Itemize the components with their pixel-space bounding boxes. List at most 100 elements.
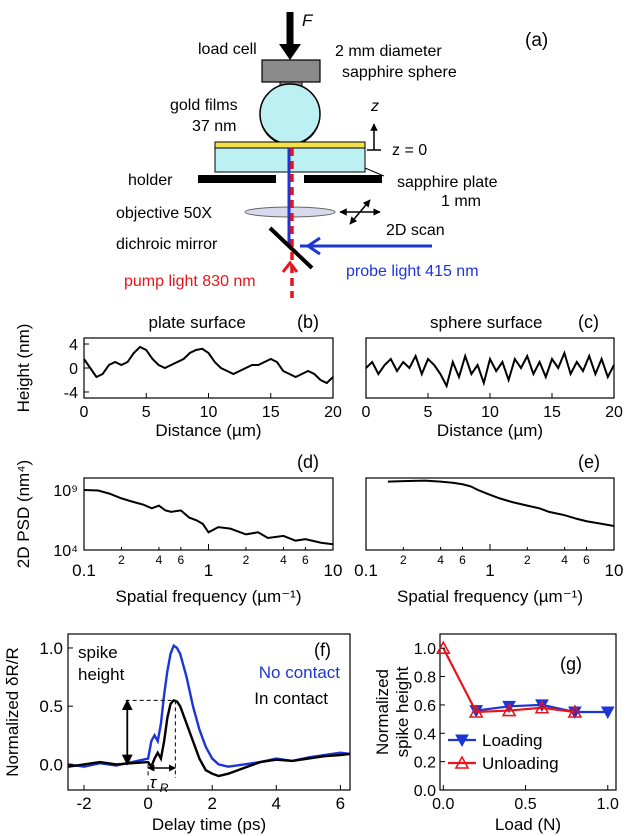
panel-c-profile-line (365, 350, 615, 389)
mirror-label: dichroic mirror (116, 236, 218, 253)
panel-g-legend-loading-marker (455, 734, 469, 748)
panel-g-unloading-marker (501, 702, 517, 717)
panel-b-ytick-label: 4 (69, 337, 78, 354)
panel-g-ytick-label: 0.6 (414, 698, 436, 715)
panel-g-unloading-marker (468, 704, 484, 718)
panel-a-schematic: (a) F load cell 2 mm diameter sapphire s… (116, 11, 548, 298)
panel-c-label: (c) (578, 312, 599, 332)
panel-e-frame (365, 477, 615, 551)
panel-g-xtick-label: 0.5 (514, 796, 536, 813)
pump-beam-arrowhead (281, 260, 299, 273)
panel-b-ytick-label: -4 (64, 385, 78, 402)
scan-label: 2D scan (386, 222, 445, 239)
panel-d-xtick-minor-label: 2 (243, 553, 250, 567)
panel-g-legend-unloading-label: Unloading (482, 754, 559, 773)
panel-b-ylabel: Height (nm) (14, 324, 33, 413)
panel-g-ytick-label: 1.0 (414, 641, 436, 658)
panel-d-xlabel: Spatial frequency (µm⁻¹) (116, 587, 302, 606)
panel-b-ytick-label: 0 (69, 361, 78, 378)
panel-g-xlabel: Load (N) (495, 815, 561, 834)
load-cell-block (261, 59, 321, 83)
panel-f-ytick-label: 0.5 (39, 697, 63, 716)
panel-f-spike-label-line1: spike (78, 643, 118, 662)
panel-c-xtick-label: 5 (424, 404, 433, 421)
panel-g-ylabel-line1: Normalized (373, 669, 392, 755)
panel-f-tau-subscript: R (160, 781, 169, 795)
panel-e-psd-line (387, 479, 615, 527)
panel-g-series-unloading-line (442, 647, 576, 714)
panel-f-ytick-label: 1.0 (39, 639, 63, 658)
plate-label-line1: sapphire plate (397, 174, 498, 191)
panel-e-xtick-minor-label: 2 (524, 553, 531, 567)
panel-g-ylabel-line2: spike height (393, 666, 412, 757)
panel-g-legend-loading-label: Loading (482, 731, 543, 750)
z-axis-label: z (370, 98, 379, 115)
panel-g-label: (g) (560, 654, 582, 674)
load-cell-label: load cell (198, 41, 257, 58)
panel-b-xtick-label: 0 (80, 404, 89, 421)
panel-b-xtick-label: 15 (262, 404, 280, 421)
panel-c-title: sphere surface (430, 313, 542, 332)
force-arrow-head (279, 44, 301, 60)
panel-e-xlabel: Spatial frequency (µm⁻¹) (397, 587, 583, 606)
panel-d-xtick-major-label: 10 (324, 561, 343, 580)
panel-b-frame (83, 337, 334, 399)
panel-d-label: (d) (297, 452, 319, 472)
panel-f-label: (f) (314, 640, 331, 660)
panel-d-ytick-label: 10⁴ (53, 543, 78, 560)
holder-label: holder (128, 172, 173, 189)
panel-f-ylabel: Normalized δR/R (3, 647, 22, 776)
panel-f-tau-label: τ (150, 773, 158, 792)
panel-d-xtick-major-label: 0.1 (72, 561, 96, 580)
panel-d-xtick-minor-label: 4 (156, 553, 163, 567)
panel-g-ytick-label: 0.4 (414, 726, 436, 743)
pump-label: pump light 830 nm (124, 273, 256, 290)
panel-d-ytick-label: 10⁹ (53, 483, 78, 500)
panel-f-series-in-contact-line (67, 698, 351, 778)
panel-e-xtick-minor-label: 4 (437, 553, 444, 567)
gold-label-line2: 37 nm (192, 118, 236, 135)
panel-b-title: plate surface (149, 313, 246, 332)
panel-f-spike-label-line2: height (78, 665, 125, 684)
panel-c-xtick-label: 0 (362, 404, 371, 421)
panel-e-xtick-major-label: 0.1 (354, 561, 378, 580)
plate-leader-line (364, 167, 385, 177)
panel-b-xtick-label: 10 (200, 404, 218, 421)
z-zero-label: z = 0 (392, 142, 427, 159)
panel-b-label: (b) (297, 312, 319, 332)
plate-label-line2: 1 mm (441, 193, 481, 210)
panel-e-xtick-minor-label: 6 (583, 553, 590, 567)
force-label: F (302, 11, 314, 30)
panel-g-xtick-label: 0.0 (432, 796, 454, 813)
panel-c-xtick-label: 10 (481, 404, 499, 421)
panel-f-legend-no-contact: No contact (259, 663, 341, 682)
panel-f-legend-in-contact: In contact (254, 689, 328, 708)
panel-d-psd-line (83, 489, 334, 546)
panel-d-ylabel: 2D PSD (nm⁴) (14, 460, 33, 568)
panel-g-unloading-marker (534, 700, 550, 714)
panel-c-xlabel: Distance (µm) (437, 421, 543, 440)
panel-d-xtick-major-label: 1 (204, 561, 213, 580)
panel-g-ytick-label: 0.2 (414, 755, 436, 772)
panel-c-xtick-label: 20 (605, 404, 623, 421)
panel-b-profile-line (83, 345, 334, 385)
panel-b-xlabel: Distance (µm) (155, 421, 261, 440)
panel-g-xtick-label: 1.0 (597, 796, 619, 813)
sphere-label-line1: 2 mm diameter (335, 43, 442, 60)
objective-label: objective 50X (116, 205, 212, 222)
panel-g-loading-marker (600, 706, 615, 720)
panel-b-xtick-label: 5 (142, 404, 151, 421)
panel-e-xtick-major-label: 1 (485, 561, 494, 580)
panel-d-xtick-minor-label: 6 (178, 553, 185, 567)
panel-f-xtick-label: -2 (76, 794, 91, 813)
probe-beam-arrowhead (305, 236, 321, 256)
panel-d-xtick-minor-label: 6 (302, 553, 309, 567)
panel-d-xtick-minor-label: 4 (280, 553, 287, 567)
sphere-label-line2: sapphire sphere (342, 64, 457, 81)
sapphire-sphere (259, 83, 321, 145)
panel-g-loading-marker (535, 699, 549, 712)
panel-g-ytick-label: 0.0 (414, 783, 436, 800)
holder-left (198, 175, 276, 183)
